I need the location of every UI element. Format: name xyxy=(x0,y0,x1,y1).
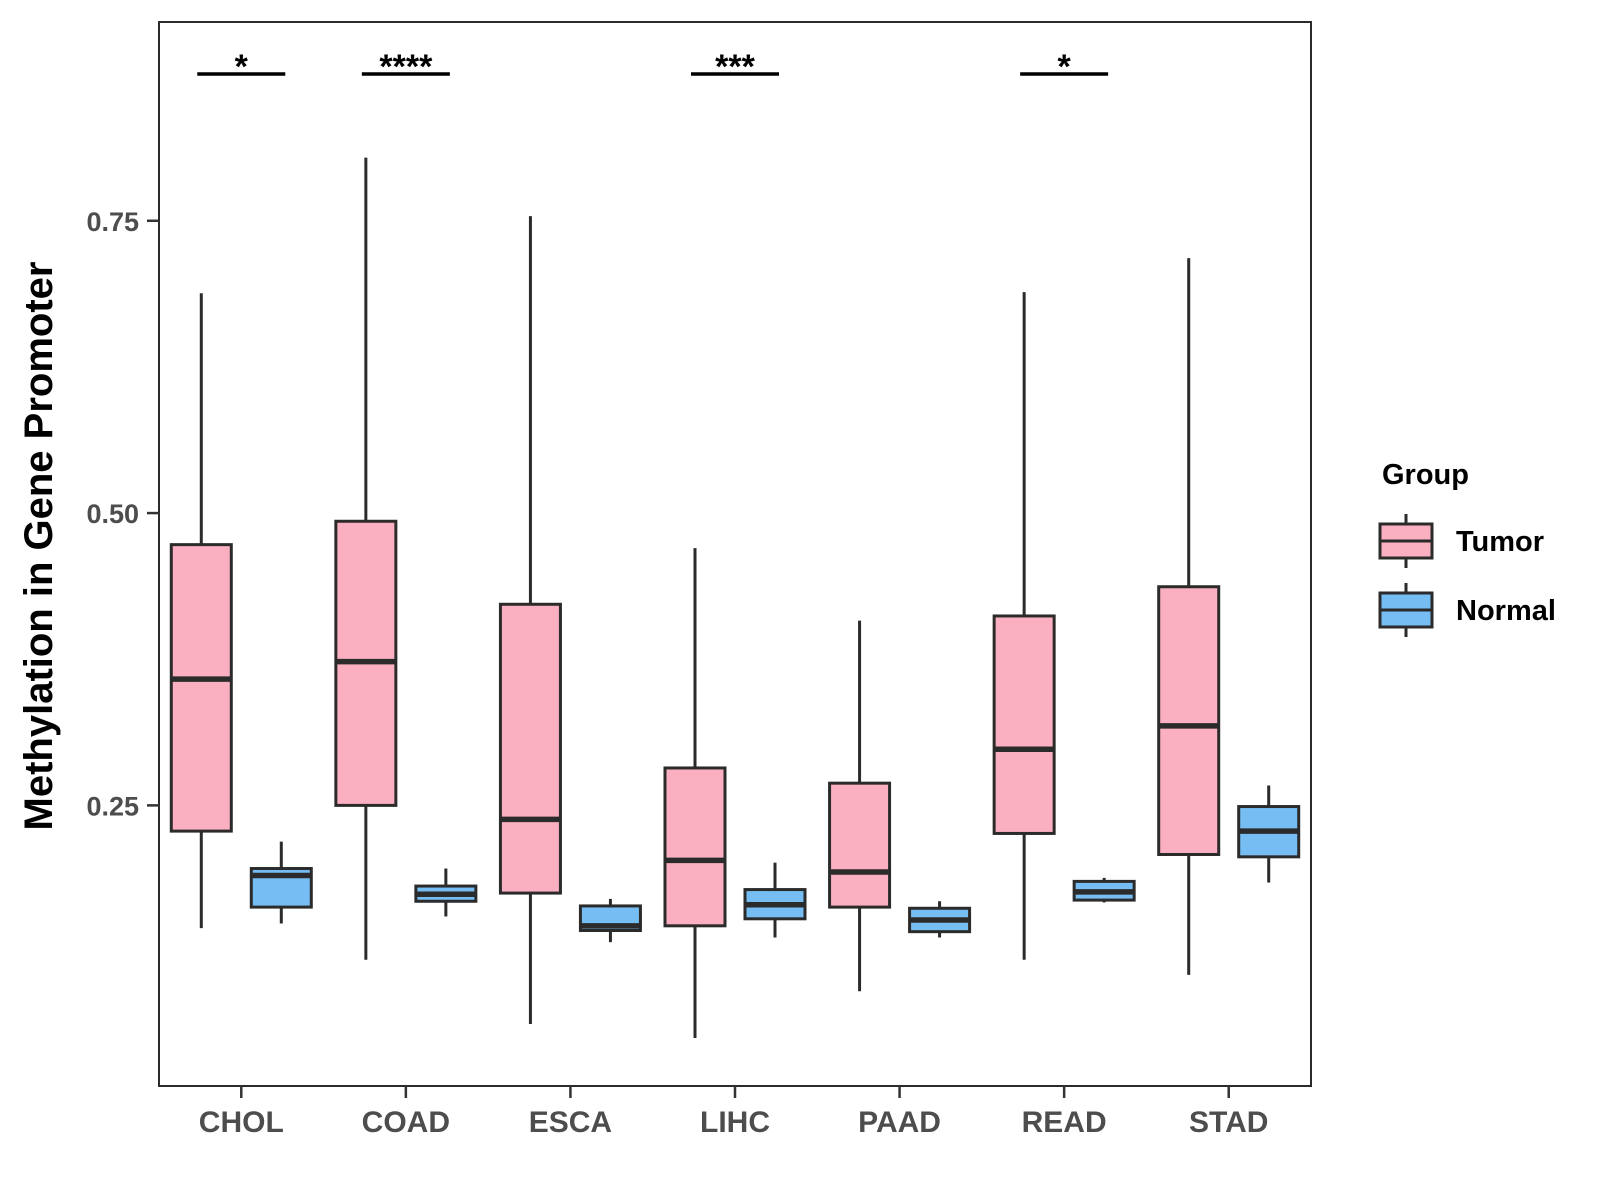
significance-label: * xyxy=(235,48,249,86)
x-tick-label: CHOL xyxy=(199,1106,284,1139)
significance-label: **** xyxy=(379,48,433,86)
box-tumor-read xyxy=(992,292,1056,960)
significance-chol: * xyxy=(197,48,286,86)
y-tick-label: 0.75 xyxy=(86,207,139,237)
boxes-layer xyxy=(169,157,1301,1039)
box-iqr xyxy=(663,766,727,928)
significance-layer: * **** *** * xyxy=(197,48,1109,86)
box-normal-paad xyxy=(908,901,972,938)
x-tick-label: COAD xyxy=(362,1106,450,1139)
legend-label: Normal xyxy=(1456,595,1556,627)
box-tumor-esca xyxy=(498,216,562,1025)
x-axis: CHOL COAD ESCA LIHC PAAD READ STAD xyxy=(199,1086,1268,1139)
significance-lihc: *** xyxy=(691,48,779,86)
y-axis: 0.25 0.50 0.75 xyxy=(86,207,159,821)
x-tick-label: PAAD xyxy=(858,1106,941,1139)
box-tumor-stad xyxy=(1157,258,1221,975)
significance-label: *** xyxy=(715,48,755,86)
y-tick-label: 0.25 xyxy=(86,791,139,821)
x-tick-label: READ xyxy=(1022,1106,1107,1139)
box-tumor-paad xyxy=(828,620,892,992)
box-iqr xyxy=(1157,585,1221,856)
significance-coad: **** xyxy=(361,48,450,86)
box-normal-coad xyxy=(414,868,478,917)
box-iqr xyxy=(992,614,1056,835)
box-normal-read xyxy=(1072,877,1136,903)
box-iqr xyxy=(169,543,233,833)
box-normal-stad xyxy=(1237,785,1301,883)
legend-item-tumor: Tumor xyxy=(1378,514,1544,568)
y-tick-label: 0.50 xyxy=(86,499,139,529)
x-tick-label: ESCA xyxy=(529,1106,612,1139)
x-tick-label: STAD xyxy=(1189,1106,1268,1139)
x-tick-label: LIHC xyxy=(700,1106,770,1139)
legend: Group Tumor Normal xyxy=(1378,459,1556,637)
box-tumor-lihc xyxy=(663,548,727,1039)
box-tumor-chol xyxy=(169,293,233,929)
box-normal-chol xyxy=(249,841,313,924)
y-axis-title: Methylation in Gene Promoter xyxy=(17,262,61,831)
significance-label: * xyxy=(1058,48,1072,86)
box-iqr xyxy=(828,781,892,909)
box-normal-esca xyxy=(578,898,642,943)
significance-read: * xyxy=(1020,48,1109,86)
box-normal-lihc xyxy=(743,862,807,938)
legend-title: Group xyxy=(1382,459,1469,491)
legend-item-normal: Normal xyxy=(1378,583,1556,637)
box-iqr xyxy=(498,602,562,895)
legend-label: Tumor xyxy=(1456,526,1544,558)
box-tumor-coad xyxy=(334,157,398,960)
